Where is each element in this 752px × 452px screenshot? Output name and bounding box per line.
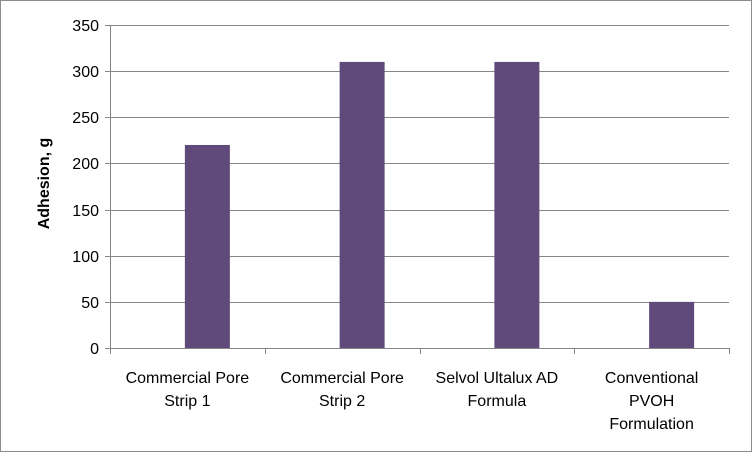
y-tick-label: 250	[72, 110, 99, 127]
y-axis-title: Adhesion, g	[36, 138, 53, 230]
bar-1	[184, 144, 230, 348]
y-tick-label: 300	[72, 64, 99, 81]
x-tick-label-line: Selvol Ultalux AD	[436, 370, 559, 387]
y-tick-label: 100	[72, 249, 99, 266]
y-tick-label: 0	[90, 341, 99, 358]
x-tick-label: Commercial Pore Strip 2	[280, 370, 404, 410]
y-tick-label: 350	[72, 18, 99, 35]
bar-3	[494, 61, 540, 349]
axes	[105, 25, 730, 354]
bars	[184, 61, 695, 349]
x-tick-label-line: Formula	[468, 393, 527, 410]
y-tick-label: 150	[72, 203, 99, 220]
y-tick-label: 200	[72, 156, 99, 173]
x-tick-label-line: PVOH	[629, 393, 674, 410]
x-tick-label-line: Formulation	[609, 416, 693, 433]
x-tick-label: Selvol Ultalux AD Formula	[436, 370, 559, 410]
x-tick-label-line: Commercial Pore	[126, 370, 250, 387]
x-tick-label-line: Conventional	[605, 370, 698, 387]
x-tick-label-line: Strip 1	[164, 393, 210, 410]
x-tick-label-line: Strip 2	[319, 393, 365, 410]
y-tick-label: 50	[81, 295, 99, 312]
x-tick-label: Commercial Pore Strip 1	[126, 370, 250, 410]
x-tick-label-line: Commercial Pore	[280, 370, 404, 387]
bar-2	[339, 61, 385, 349]
bar-4	[649, 301, 695, 348]
tick-labels: 0 50 100 150 200 250 300 350 Commercial Pore Stri…	[72, 18, 698, 433]
x-tick-label: Conventional PVOH Formulation	[605, 370, 698, 433]
